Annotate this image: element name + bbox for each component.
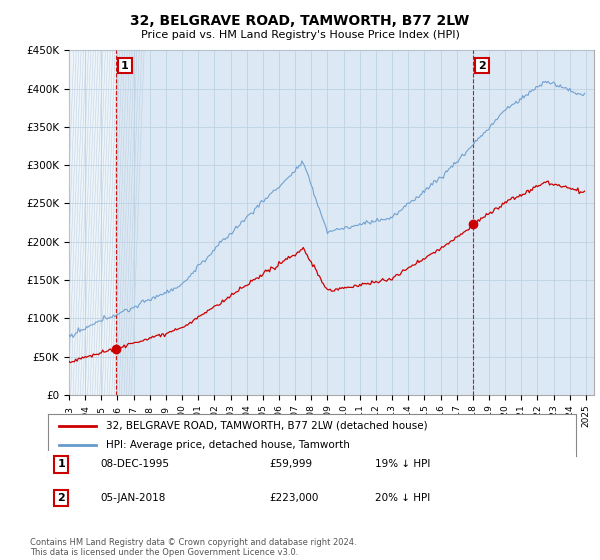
Text: 32, BELGRAVE ROAD, TAMWORTH, B77 2LW: 32, BELGRAVE ROAD, TAMWORTH, B77 2LW bbox=[130, 14, 470, 28]
Text: 2: 2 bbox=[58, 493, 65, 503]
Text: 32, BELGRAVE ROAD, TAMWORTH, B77 2LW (detached house): 32, BELGRAVE ROAD, TAMWORTH, B77 2LW (de… bbox=[106, 421, 428, 431]
Text: 20% ↓ HPI: 20% ↓ HPI bbox=[376, 493, 431, 503]
Text: 05-JAN-2018: 05-JAN-2018 bbox=[101, 493, 166, 503]
Text: Price paid vs. HM Land Registry's House Price Index (HPI): Price paid vs. HM Land Registry's House … bbox=[140, 30, 460, 40]
Text: 1: 1 bbox=[121, 60, 129, 71]
Text: 1: 1 bbox=[58, 459, 65, 469]
Text: £59,999: £59,999 bbox=[270, 459, 313, 469]
Text: Contains HM Land Registry data © Crown copyright and database right 2024.
This d: Contains HM Land Registry data © Crown c… bbox=[30, 538, 356, 557]
Text: 2: 2 bbox=[478, 60, 486, 71]
Text: £223,000: £223,000 bbox=[270, 493, 319, 503]
Text: HPI: Average price, detached house, Tamworth: HPI: Average price, detached house, Tamw… bbox=[106, 440, 350, 450]
Text: 19% ↓ HPI: 19% ↓ HPI bbox=[376, 459, 431, 469]
Text: 08-DEC-1995: 08-DEC-1995 bbox=[101, 459, 170, 469]
